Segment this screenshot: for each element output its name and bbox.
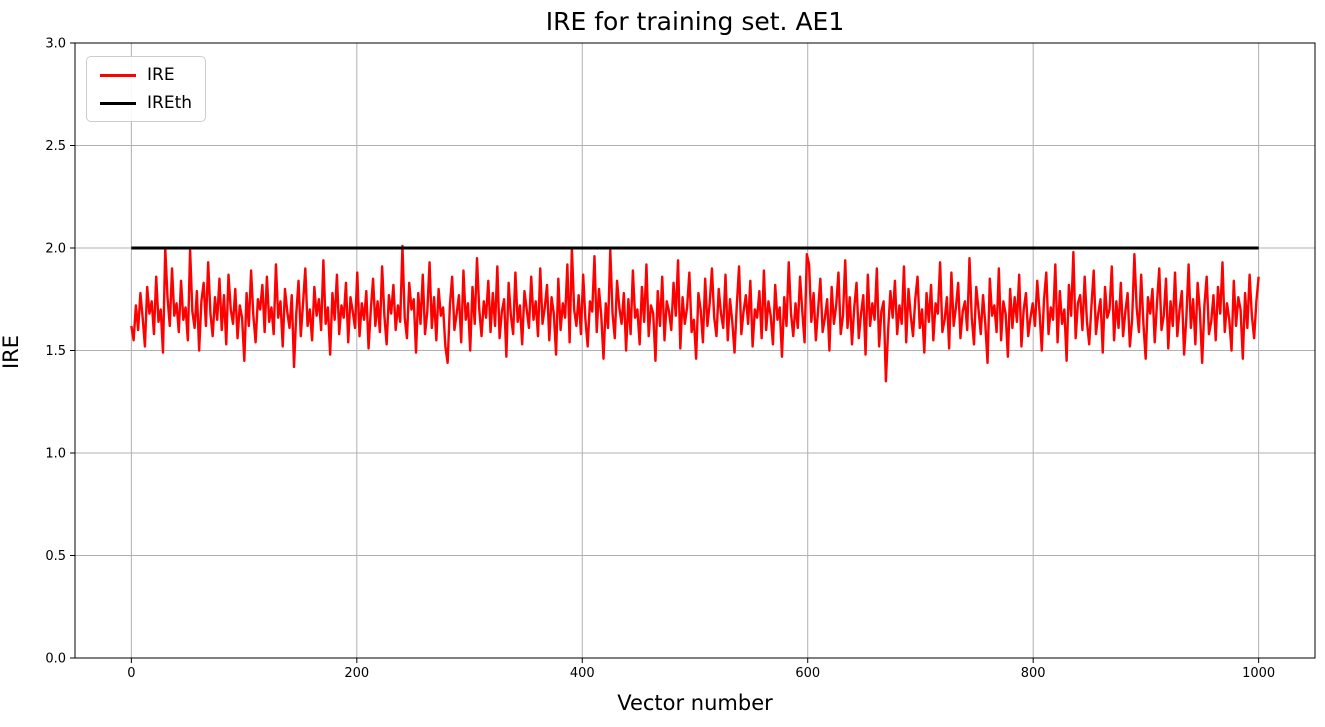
ireth-line-swatch	[100, 101, 136, 105]
y-tick-label: 0.0	[45, 652, 66, 667]
x-tick-label: 800	[1021, 666, 1046, 681]
x-tick-label: 400	[570, 666, 595, 681]
x-tick-label: 0	[127, 666, 135, 681]
x-tick-label: 600	[795, 666, 820, 681]
legend-label-ireth: IREth	[147, 92, 193, 113]
x-axis-label: Vector number	[617, 691, 773, 715]
legend-item-ireth: IREth	[100, 92, 193, 113]
legend-item-ire: IRE	[100, 66, 192, 85]
y-tick-label: 3.0	[45, 37, 66, 52]
y-tick-label: 2.5	[45, 139, 66, 154]
legend: IRE IREth	[86, 56, 207, 123]
ire-series-line	[130, 244, 1260, 383]
y-tick-label: 1.5	[45, 344, 66, 359]
y-axis-label: IRE	[0, 334, 24, 370]
y-tick-label: 1.0	[45, 447, 66, 462]
chart-title: IRE for training set. AE1	[545, 7, 845, 36]
x-tick-label: 200	[344, 666, 369, 681]
ire-line-swatch	[100, 73, 136, 77]
y-tick-label: 2.0	[45, 242, 66, 257]
legend-label-ire: IRE	[147, 65, 175, 85]
x-tick-label: 1000	[1242, 666, 1275, 681]
y-tick-label: 0.5	[45, 549, 66, 564]
